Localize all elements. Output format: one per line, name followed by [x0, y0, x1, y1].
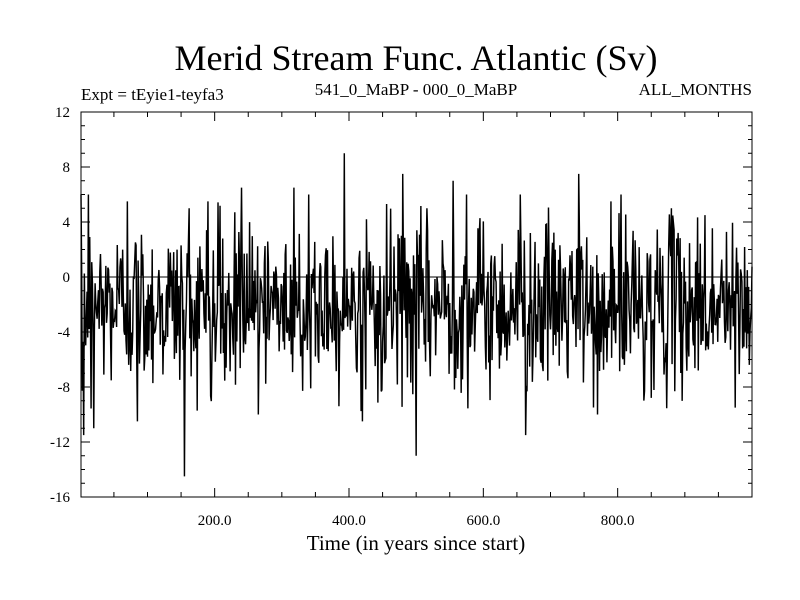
months-label: ALL_MONTHS — [639, 80, 752, 99]
y-tick-label: -12 — [50, 435, 70, 451]
y-tick-label: 12 — [55, 105, 70, 121]
y-tick-label: 8 — [63, 160, 71, 176]
y-tick-label: -4 — [58, 325, 71, 341]
x-tick-label: 200.0 — [198, 513, 232, 529]
x-axis-label: Time (in years since start) — [307, 531, 526, 555]
x-tick-label: 800.0 — [601, 513, 635, 529]
y-tick-label: -16 — [50, 490, 70, 506]
tick-label-layer: 12 8 4 0 -4 -8 -12 -16 200.0 400.0 600.0 800.0 — [50, 105, 635, 529]
y-tick-label: 0 — [63, 270, 71, 286]
series-layer — [80, 153, 753, 477]
series-line — [80, 153, 753, 477]
plot-frame — [80, 111, 753, 498]
y-tick-label: 4 — [63, 215, 71, 231]
experiment-label: Expt = tEyie1-teyfa3 — [81, 85, 224, 104]
x-tick-label: 600.0 — [466, 513, 500, 529]
y-tick-label: -8 — [58, 380, 71, 396]
x-tick-label: 400.0 — [332, 513, 366, 529]
period-label: 541_0_MaBP - 000_0_MaBP — [315, 80, 517, 99]
chart-title: Merid Stream Func. Atlantic (Sv) — [175, 38, 658, 78]
